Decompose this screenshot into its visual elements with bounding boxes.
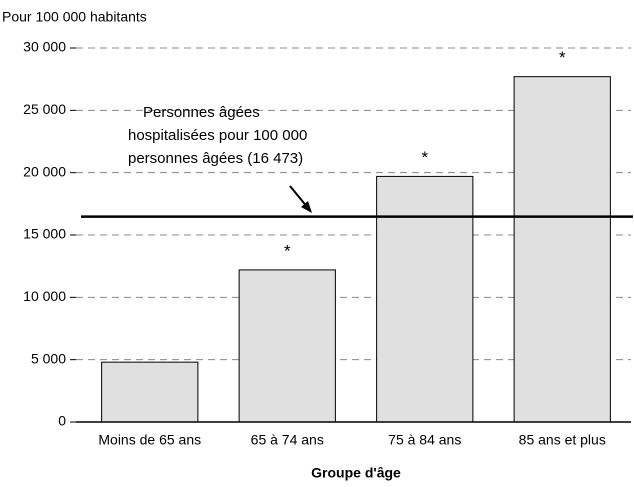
y-tick-label: 5 000 [31, 350, 66, 366]
significance-marker: * [284, 241, 291, 260]
y-tick-label: 30 000 [23, 39, 66, 55]
arrow-head [301, 201, 312, 213]
significance-marker: * [421, 148, 428, 167]
reference-label: Personnes âgées [143, 104, 260, 121]
y-tick-label: 25 000 [23, 101, 66, 117]
y-tick-label: 0 [58, 413, 66, 429]
x-tick-label: 85 ans et plus [519, 432, 606, 448]
x-tick-label: Moins de 65 ans [98, 432, 201, 448]
bar [101, 361, 199, 423]
x-tick-label: 65 à 74 ans [251, 432, 324, 448]
y-tick-label: 10 000 [23, 288, 66, 304]
y-tick-label: 20 000 [23, 163, 66, 179]
bar [238, 269, 336, 423]
reference-label: hospitalisées pour 100 000 [128, 127, 307, 144]
significance-marker: * [559, 48, 566, 67]
x-axis-label: Groupe d'âge [311, 465, 401, 481]
y-tick-label: 15 000 [23, 226, 66, 242]
reference-label: personnes âgées (16 473) [128, 150, 303, 167]
bar [513, 76, 611, 423]
bar [376, 175, 474, 423]
y-axis-label: Pour 100 000 habitants [2, 9, 147, 25]
x-tick-label: 75 à 84 ans [388, 432, 461, 448]
